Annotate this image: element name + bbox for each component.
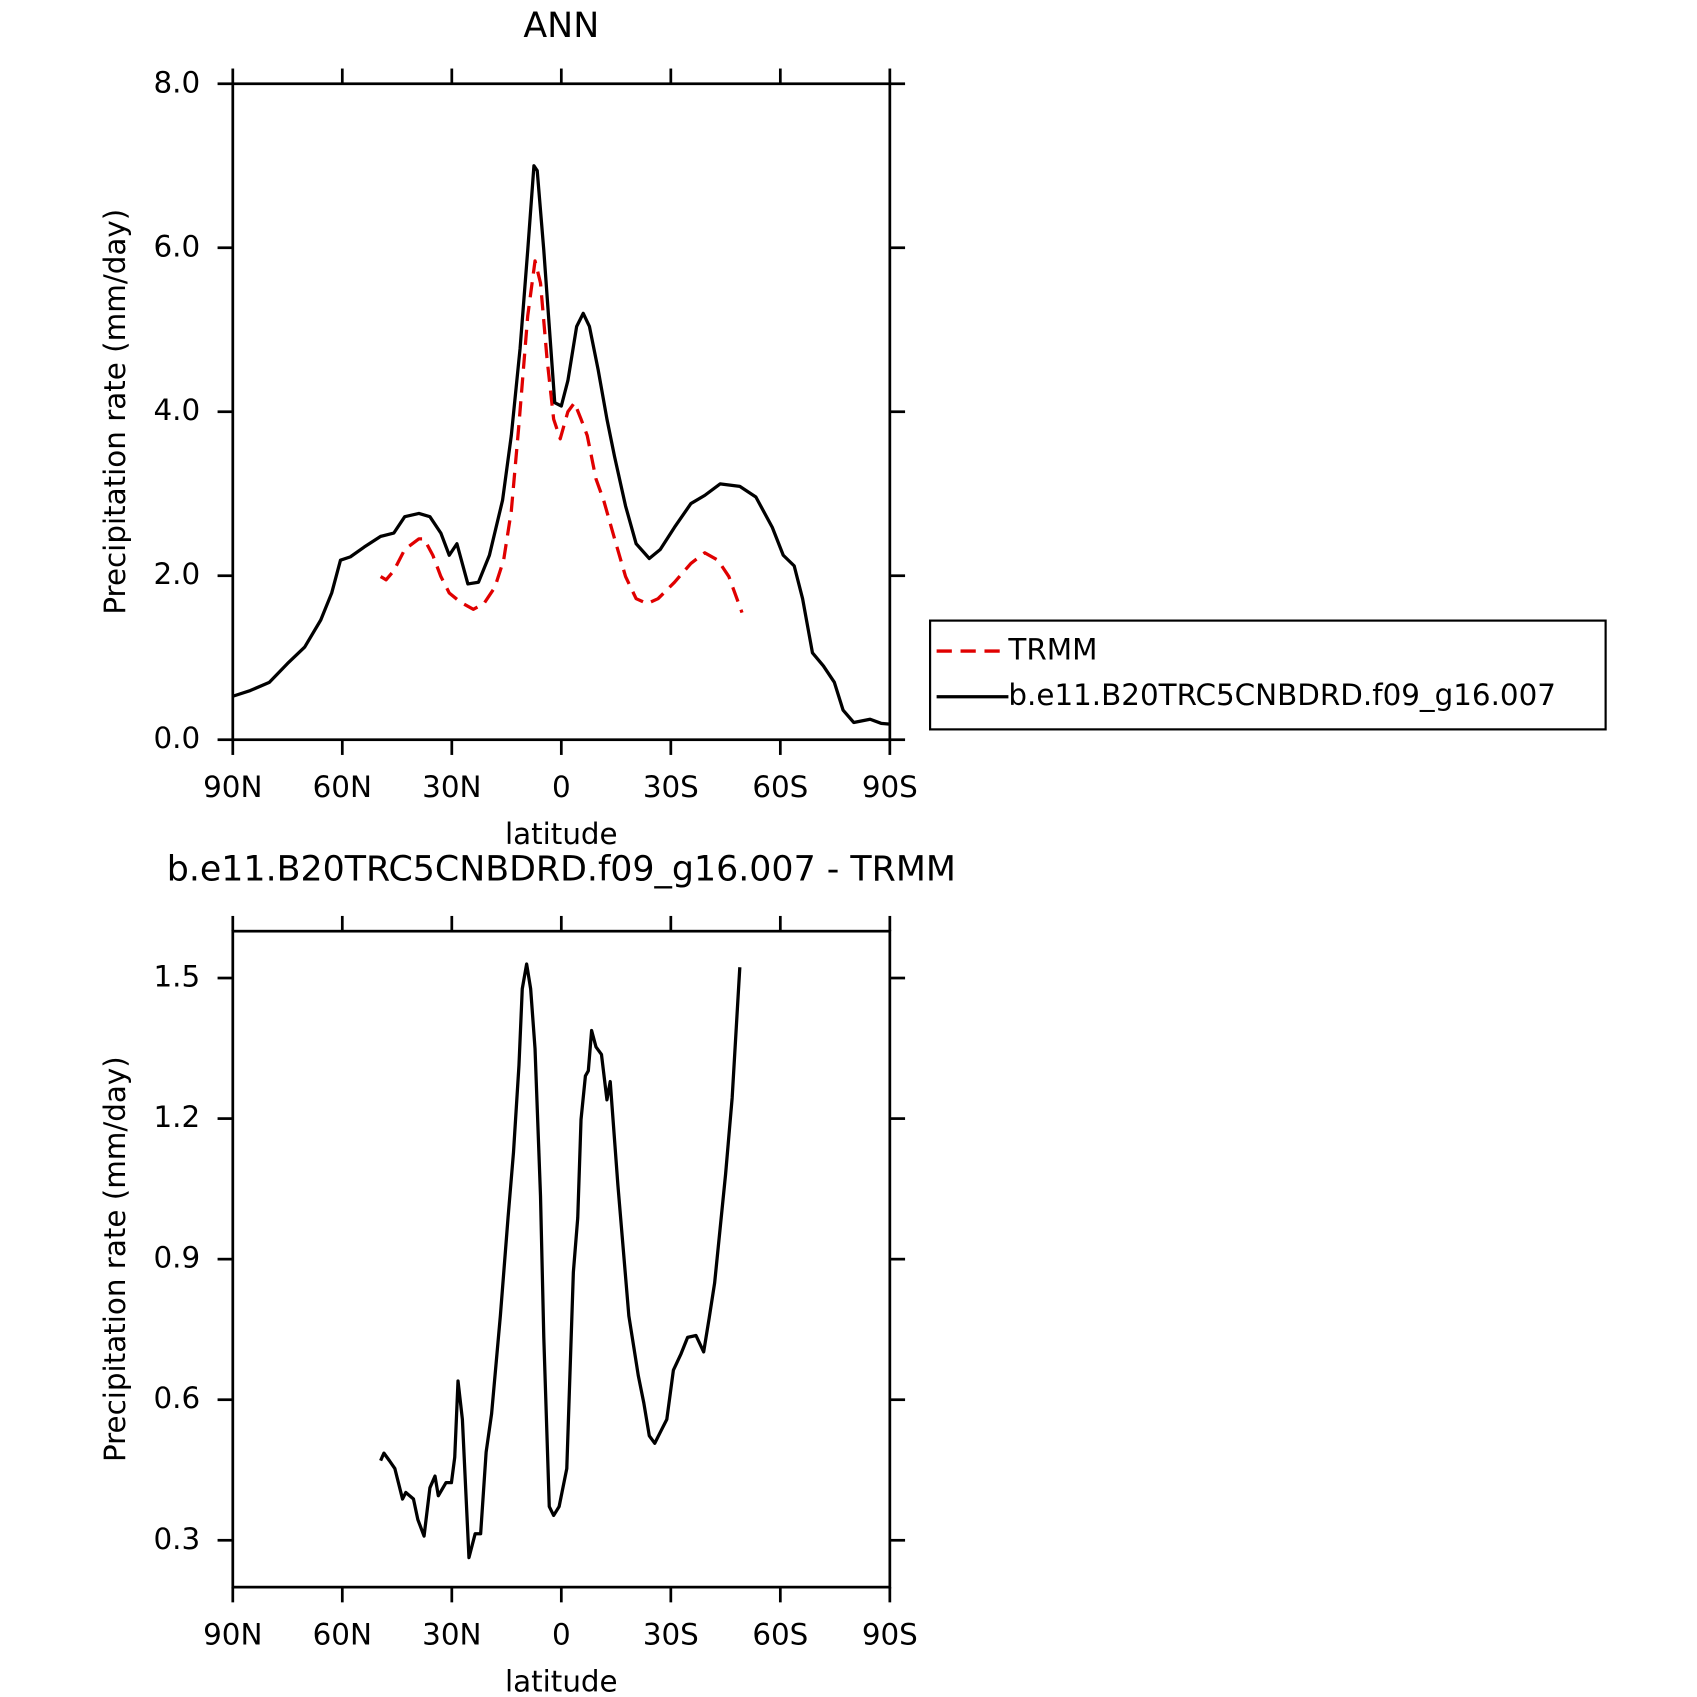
plot-frame [231,929,892,1589]
x-tick-label: 90N [203,770,262,804]
legend-label: TRMM [1007,633,1097,667]
x-tick-label: 90S [862,770,918,804]
chart-title: ANN [523,6,599,46]
plot-frame [231,82,892,742]
y-axis-label: Precipitation rate (mm/day) [98,209,132,615]
x-tick-label: 60S [752,1618,808,1652]
x-tick-label: 60N [313,770,372,804]
y-tick-label: 2.0 [153,557,200,591]
x-axis-label: latitude [505,817,618,851]
x-tick-label: 90N [203,1618,262,1652]
y-axis-label: Precipitation rate (mm/day) [98,1056,132,1462]
legend-label: b.e11.B20TRC5CNBDRD.f09_g16.007 [1008,678,1556,712]
x-tick-label: 30N [422,770,481,804]
y-tick-label: 1.2 [153,1100,200,1134]
legend-box [928,619,1607,731]
data-line [232,164,890,726]
x-axis-label: latitude [505,1664,618,1697]
y-tick-label: 8.0 [153,65,200,99]
x-tick-label: 30N [422,1618,481,1652]
data-line [379,259,744,614]
x-tick-label: 90S [862,1618,918,1652]
data-line [379,962,742,1560]
y-tick-label: 4.0 [153,393,200,427]
x-tick-label: 30S [643,770,699,804]
y-tick-label: 0.3 [153,1522,200,1556]
chart-title: b.e11.B20TRC5CNBDRD.f09_g16.007 - TRMM [167,849,956,889]
x-tick-label: 60N [313,1618,372,1652]
y-tick-label: 0.9 [153,1241,200,1275]
y-tick-label: 0.0 [153,721,200,755]
x-tick-label: 30S [643,1618,699,1652]
y-tick-label: 6.0 [153,229,200,263]
y-tick-label: 0.6 [153,1381,200,1415]
x-tick-label: 0 [552,770,571,804]
y-tick-label: 1.5 [153,960,200,994]
x-tick-label: 60S [752,770,808,804]
x-tick-label: 0 [552,1618,571,1652]
